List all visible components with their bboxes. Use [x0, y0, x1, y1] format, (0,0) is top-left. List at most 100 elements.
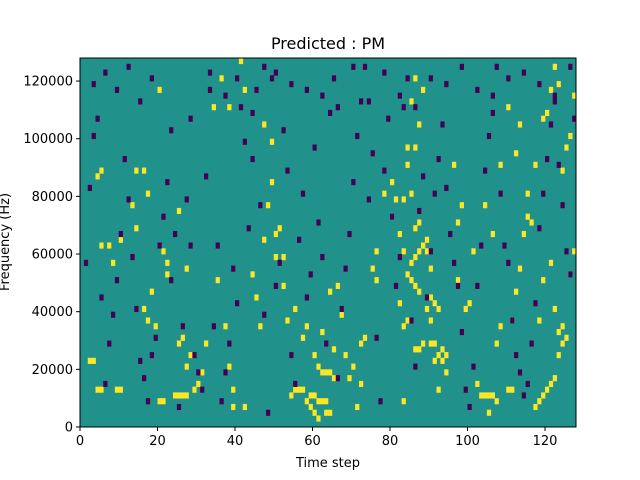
heatmap-cell-low	[463, 386, 468, 393]
heatmap-cell-low	[355, 132, 360, 140]
heatmap-cell-high	[417, 346, 422, 353]
heatmap-cell-high	[289, 392, 294, 399]
heatmap-cell-low	[452, 259, 457, 266]
heatmap-cell-low	[285, 167, 290, 174]
heatmap-cell-low	[541, 190, 546, 197]
heatmap-cell-low	[157, 242, 162, 249]
heatmap-cell-low	[165, 179, 170, 186]
heatmap-cell-high	[506, 104, 511, 111]
heatmap-cell-high	[401, 323, 406, 330]
heatmap-cell-low	[211, 323, 216, 330]
heatmap-cell-high	[219, 75, 224, 82]
x-axis-ticks: 0 20 40 60 80 100 120	[76, 427, 557, 449]
heatmap-cell-high	[444, 352, 449, 359]
heatmap-cell-high	[432, 357, 437, 364]
heatmap-cell-low	[525, 380, 530, 387]
heatmap-cell-high	[107, 242, 112, 249]
heatmap-cell-low	[308, 271, 313, 278]
heatmap-cell-low	[161, 213, 166, 220]
heatmap-cells	[83, 58, 577, 422]
heatmap-cell-low	[91, 81, 96, 88]
heatmap-cell-low	[266, 409, 271, 416]
heatmap-cell-high	[556, 328, 561, 336]
heatmap-cell-low	[510, 317, 515, 324]
heatmap-cell-high	[421, 86, 426, 93]
heatmap-cell-high	[95, 386, 100, 393]
heatmap-cell-high	[293, 305, 298, 313]
heatmap-cell-high	[475, 380, 480, 387]
heatmap-cell-high	[541, 115, 546, 122]
heatmap-cell-low	[366, 98, 371, 105]
y-tick-label: 40000	[32, 305, 73, 320]
heatmap-cell-low	[417, 207, 422, 215]
heatmap-cell-low	[421, 173, 426, 180]
heatmap-cell-low	[235, 300, 240, 307]
y-tick-label: 0	[65, 421, 73, 436]
heatmap-cell-high	[328, 409, 333, 416]
heatmap-cell-high	[409, 190, 414, 197]
heatmap-cell-low	[258, 202, 263, 209]
heatmap-cell-high	[297, 386, 302, 393]
heatmap-cell-low	[320, 92, 325, 99]
heatmap-cell-high	[428, 265, 433, 272]
heatmap-cell-high	[320, 398, 325, 405]
heatmap-cell-low	[122, 156, 127, 163]
heatmap-cell-low	[405, 75, 410, 82]
heatmap-cell-low	[145, 398, 151, 405]
heatmap-cell-high	[424, 248, 430, 255]
heatmap-cell-high	[409, 98, 414, 105]
heatmap-cell-high	[537, 398, 542, 405]
heatmap-cell-low	[564, 248, 569, 255]
plot-frame	[79, 57, 577, 428]
heatmap-cell-low	[114, 86, 120, 93]
heatmap-cell-high	[521, 230, 526, 238]
heatmap-cell-low	[432, 190, 437, 197]
heatmap-cell-low	[138, 357, 143, 364]
heatmap-cell-high	[95, 173, 100, 180]
heatmap-cell-low	[316, 219, 321, 226]
heatmap-cell-low	[304, 294, 309, 301]
heatmap-cell-low	[490, 109, 495, 117]
heatmap-cell-high	[359, 340, 364, 347]
plot-area	[79, 57, 577, 428]
heatmap-cell-high	[533, 161, 538, 168]
heatmap-cell-high	[568, 132, 573, 140]
heatmap-cell-high	[254, 294, 259, 301]
heatmap-cell-low	[103, 69, 108, 76]
heatmap-cell-high	[436, 352, 441, 359]
heatmap-cell-high	[401, 196, 406, 203]
heatmap-cell-low	[324, 340, 329, 347]
heatmap-cell-high	[432, 340, 437, 347]
heatmap-cell-high	[316, 398, 321, 405]
heatmap-cell-high	[99, 167, 104, 174]
heatmap-cell-high	[180, 392, 185, 399]
heatmap-cell-high	[324, 398, 329, 405]
heatmap-cell-high	[300, 334, 306, 341]
heatmap-cell-high	[548, 86, 554, 93]
heatmap-cell-low	[545, 156, 550, 163]
heatmap-cell-high	[436, 305, 441, 313]
heatmap-cell-low	[521, 392, 526, 399]
heatmap-cell-high	[486, 409, 492, 416]
heatmap-cell-low	[475, 86, 480, 93]
heatmap-cell-high	[552, 375, 557, 382]
heatmap-cell-low	[293, 380, 298, 387]
heatmap-cell-high	[184, 392, 189, 399]
heatmap-cell-high	[409, 259, 414, 266]
heatmap-cell-high	[242, 86, 247, 93]
heatmap-cell-low	[273, 69, 278, 76]
heatmap-cell-high	[413, 282, 418, 289]
heatmap-cell-low	[517, 369, 523, 376]
heatmap-cell-high	[440, 346, 445, 353]
heatmap-cell-high	[525, 190, 530, 197]
heatmap-cell-low	[142, 375, 147, 382]
heatmap-cell-high	[548, 380, 554, 387]
heatmap-cell-high	[87, 357, 92, 364]
heatmap-cell-high	[417, 248, 422, 255]
heatmap-cell-high	[390, 179, 395, 186]
heatmap-cell-low	[207, 69, 213, 76]
heatmap-cell-high	[533, 403, 538, 411]
heatmap-cell-high	[184, 265, 189, 272]
heatmap-cell-high	[455, 219, 461, 226]
heatmap-cell-high	[211, 104, 216, 111]
